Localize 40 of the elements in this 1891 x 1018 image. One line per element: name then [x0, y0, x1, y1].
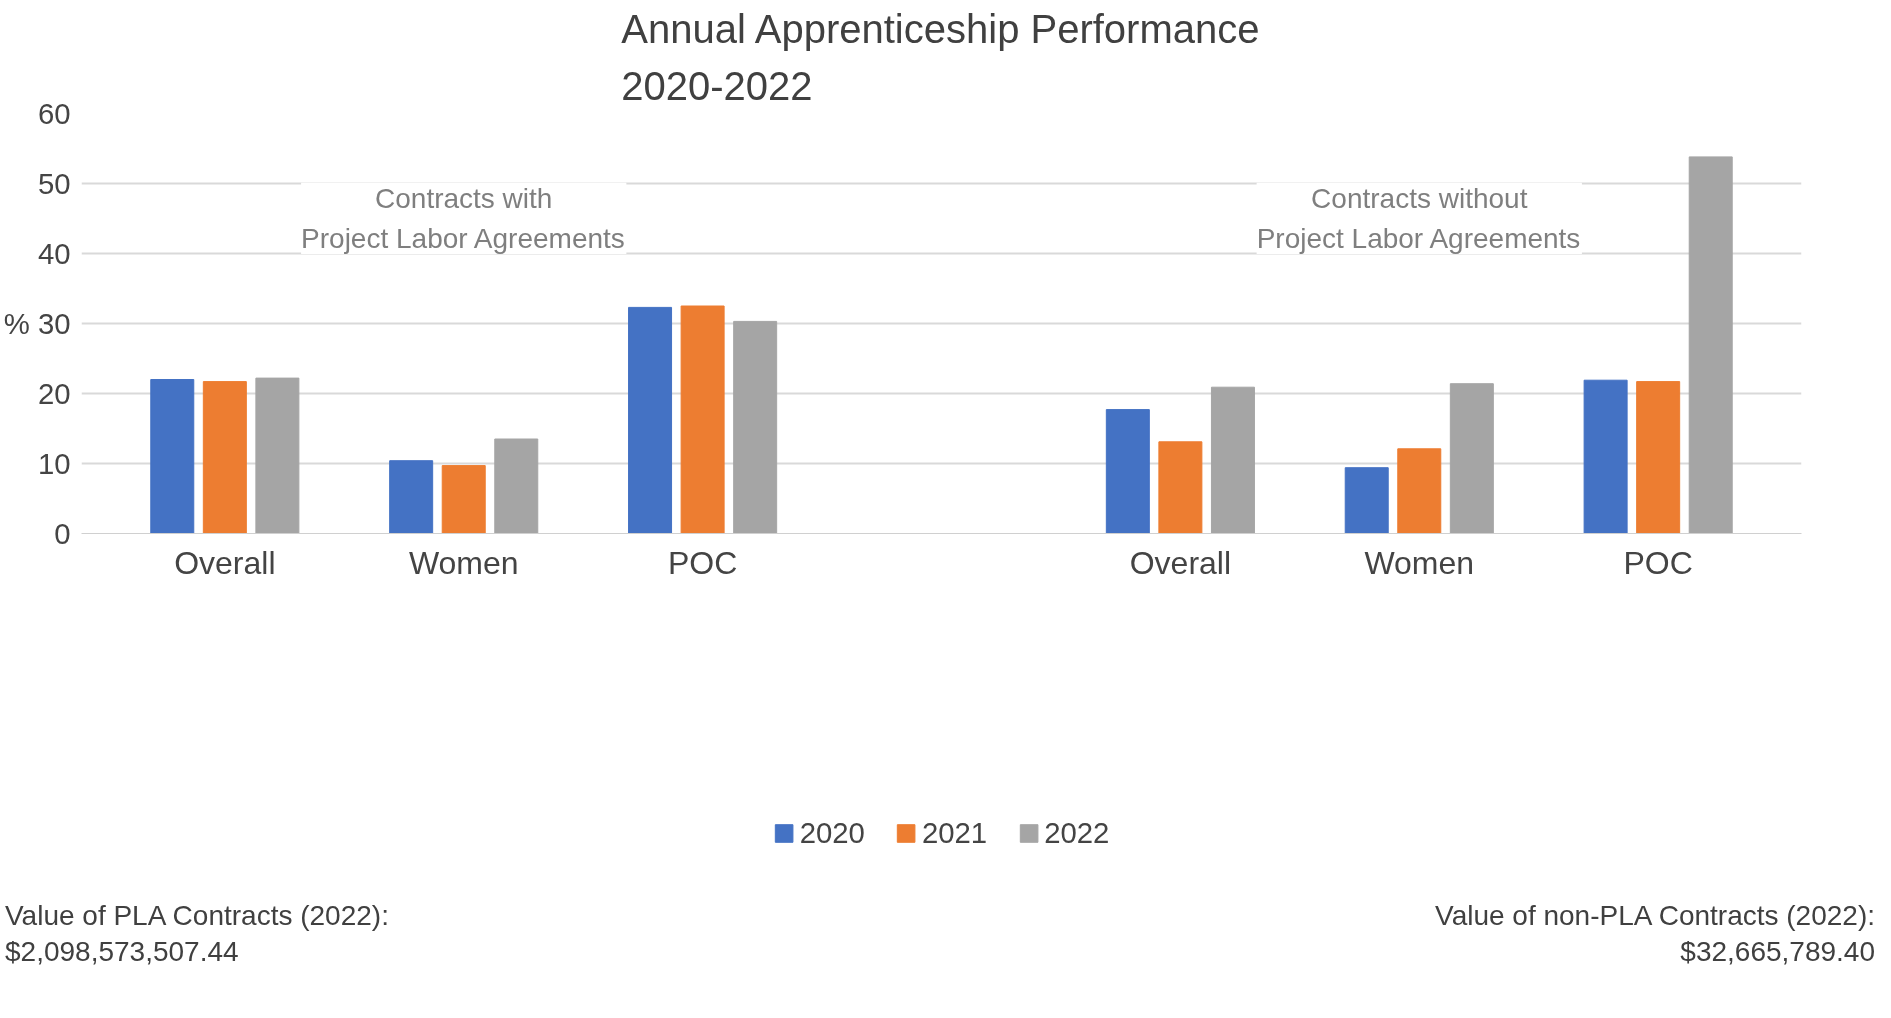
bar — [680, 305, 725, 534]
bar — [1397, 448, 1442, 534]
legend-label: 2022 — [1044, 816, 1110, 850]
bar — [1344, 467, 1389, 534]
x-tick-label: Women — [1364, 544, 1475, 581]
bar — [1449, 383, 1494, 534]
bar — [1210, 386, 1255, 534]
x-tick-label: Overall — [1129, 544, 1232, 581]
bar — [1158, 441, 1203, 534]
x-tick-label: Women — [408, 544, 519, 581]
y-tick-label: 10 — [37, 446, 71, 480]
bar — [441, 465, 486, 534]
legend-label: 2020 — [799, 816, 865, 850]
bar — [150, 379, 195, 534]
y-tick-label: 40 — [37, 236, 71, 270]
chart-title: Annual Apprenticeship Performance 2020-2022 — [621, 7, 1260, 109]
bar — [202, 381, 247, 534]
annotation: Contracts with Project Labor Agreements — [301, 182, 625, 255]
bar — [494, 438, 539, 534]
text: Value of non-PLA Contracts (2022): $32,665,789.40 — [1435, 899, 1875, 970]
bar — [1636, 381, 1681, 534]
bar — [1688, 156, 1733, 534]
y-tick-label: 50 — [37, 166, 71, 200]
y-tick-label: 20 — [37, 376, 71, 410]
bar — [1583, 379, 1628, 534]
bar — [733, 320, 778, 534]
y-tick-label: 30 — [37, 306, 71, 340]
x-tick-label: POC — [667, 544, 738, 581]
bar — [389, 460, 434, 534]
y-tick-label: 60 — [37, 96, 71, 130]
bar — [1105, 409, 1150, 534]
y-axis-title: % — [3, 307, 30, 340]
bar — [255, 377, 300, 534]
annotation: Contracts without Project Labor Agreements — [1256, 182, 1581, 255]
y-tick-label: 0 — [54, 516, 71, 550]
legend-label: 2021 — [921, 816, 988, 850]
text: Value of PLA Contracts (2022): $2,098,573,507.44 — [5, 899, 389, 970]
x-tick-label: POC — [1623, 544, 1693, 581]
x-tick-label: Overall — [174, 544, 276, 581]
bar — [628, 306, 673, 534]
